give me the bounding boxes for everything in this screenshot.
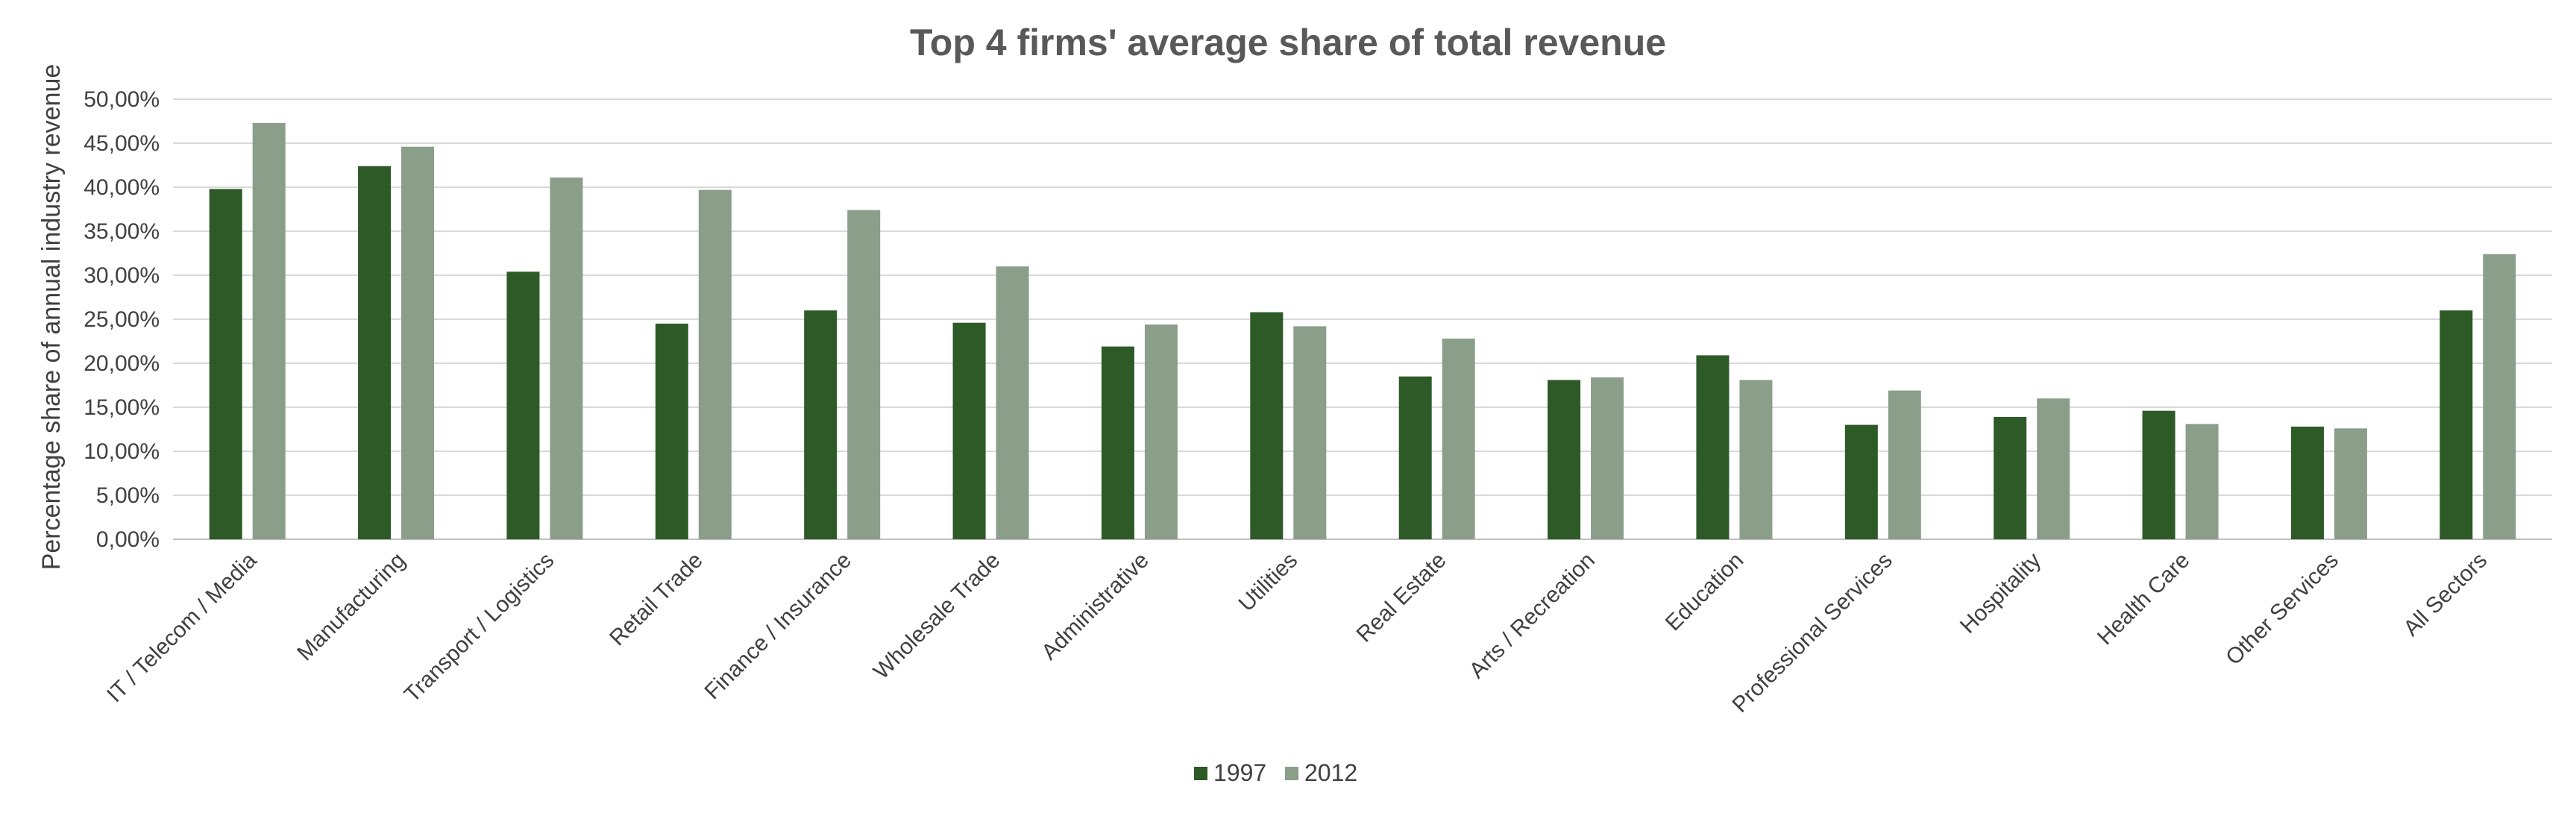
y-axis-title: Percentage share of annual industry reve… <box>37 64 66 571</box>
bar-2012 <box>252 122 286 540</box>
bar-2012 <box>401 146 435 540</box>
bar-2012 <box>847 210 881 539</box>
y-tick-label: 50,00% <box>84 87 160 112</box>
y-tick-label: 30,00% <box>84 263 160 288</box>
x-axis-categories: IT / Telecom / Media ManufacturingTranspo… <box>102 547 2492 718</box>
x-category-label: Professional Services <box>1727 548 1897 718</box>
x-category-label: Administrative <box>1037 548 1154 665</box>
bar-1997 <box>1398 376 1432 539</box>
y-tick-label: 35,00% <box>84 219 160 244</box>
x-category-label: Transport / Logistics <box>400 548 559 708</box>
bar-2012 <box>1442 338 1475 539</box>
bar-1997 <box>1101 346 1134 539</box>
x-category-label: Education <box>1661 548 1749 636</box>
bar-2012 <box>2334 428 2367 539</box>
bar-2012 <box>2185 424 2219 539</box>
legend: 1997 2012 <box>1194 759 1357 786</box>
x-category-label: Hospitality <box>1955 548 2046 638</box>
legend-label-1997: 1997 <box>1213 759 1266 786</box>
x-category-label: Manufacturing <box>292 548 410 666</box>
bar-1997 <box>2290 426 2324 539</box>
chart-title: Top 4 firms' average share of total reve… <box>910 22 1666 63</box>
x-category-label: Retail Trade <box>605 548 708 651</box>
bar-2012 <box>1888 390 1921 539</box>
bar-1997 <box>2440 310 2473 539</box>
y-tick-label: 40,00% <box>84 175 160 200</box>
x-category-label: All Sectors <box>2399 548 2492 641</box>
x-category-label: Finance / Insurance <box>700 548 856 705</box>
bar-1997 <box>1250 312 1284 539</box>
x-category-label: Other Services <box>2221 548 2343 671</box>
x-category-label: Arts / Recreation <box>1465 548 1600 683</box>
y-tick-label: 0,00% <box>96 527 160 552</box>
bar-1997 <box>952 322 986 539</box>
bar-1997 <box>358 166 392 539</box>
bar-1997 <box>1696 355 1730 539</box>
bar-2012 <box>996 266 1029 539</box>
y-tick-label: 15,00% <box>84 395 160 420</box>
y-tick-label: 10,00% <box>84 439 160 464</box>
x-category-label: Health Care <box>2093 548 2195 650</box>
bar-1997 <box>804 310 838 539</box>
x-category-label: IT / Telecom / Media <box>102 547 262 707</box>
legend-swatch-2012 <box>1285 767 1298 780</box>
y-tick-label: 5,00% <box>96 483 160 508</box>
bar-1997 <box>506 272 540 539</box>
bar-1997 <box>2142 410 2176 539</box>
y-tick-label: 20,00% <box>84 351 160 376</box>
y-axis-ticks: 0,00% 5,00% 10,00% 15,00% 20,00% 25,00% 30,00%… <box>84 87 160 552</box>
bar-1997 <box>1994 416 2027 539</box>
bar-2012 <box>2037 398 2070 539</box>
bar-1997 <box>655 323 688 539</box>
bar-2012 <box>550 178 583 539</box>
bar-2012 <box>1591 377 1624 539</box>
bar-1997 <box>209 189 242 540</box>
legend-label-2012: 2012 <box>1304 759 1357 786</box>
bar-2012 <box>1293 326 1327 539</box>
bar-1997 <box>1548 380 1581 539</box>
y-tick-label: 45,00% <box>84 131 160 156</box>
bar-2012 <box>2483 254 2516 539</box>
bar-2012 <box>1144 324 1178 539</box>
bars <box>209 122 2516 540</box>
legend-swatch-1997 <box>1194 767 1207 780</box>
bar-2012 <box>698 189 732 540</box>
x-category-label: Utilities <box>1234 548 1303 617</box>
bar-2012 <box>1739 380 1773 539</box>
bar-1997 <box>1844 424 1878 539</box>
y-tick-label: 25,00% <box>84 307 160 332</box>
x-category-label: Wholesale Trade <box>869 548 1005 685</box>
x-category-label: Real Estate <box>1352 548 1451 647</box>
